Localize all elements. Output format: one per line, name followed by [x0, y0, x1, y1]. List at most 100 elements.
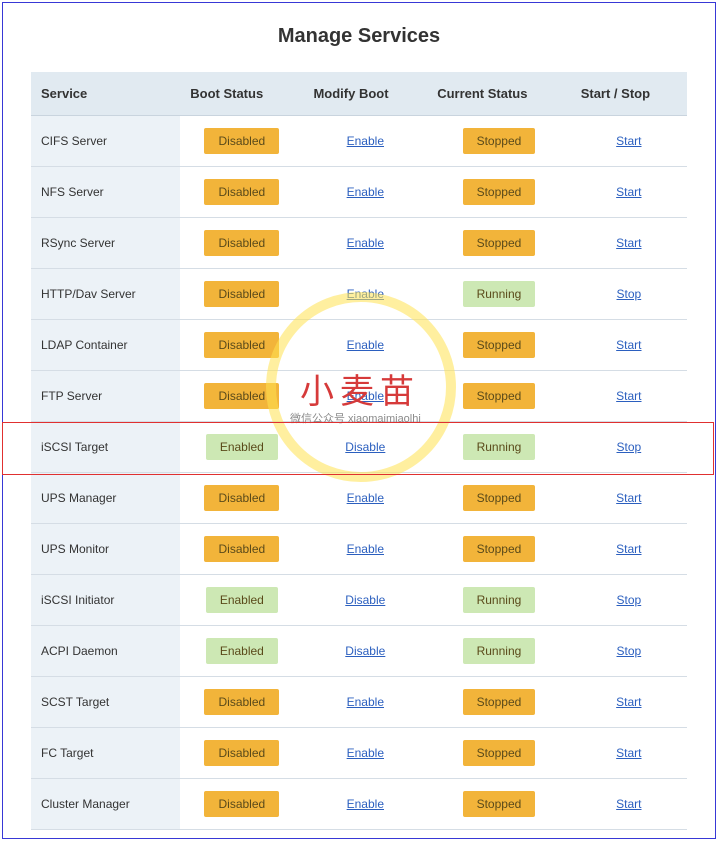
col-start-stop: Start / Stop: [571, 72, 687, 116]
current-status-badge: Running: [463, 638, 536, 664]
boot-status-badge: Disabled: [204, 740, 279, 766]
modify-boot-cell: Enable: [303, 320, 427, 371]
boot-status-cell: Disabled: [180, 320, 303, 371]
boot-status-cell: Disabled: [180, 473, 303, 524]
table-row: LDAP Container Disabled Enable Stopped Start: [31, 320, 687, 371]
current-status-badge: Stopped: [463, 383, 536, 409]
table-row: FC TargetDisabledEnableStoppedStart: [31, 728, 687, 779]
start-stop-cell: Start: [571, 371, 687, 422]
modify-boot-link[interactable]: Enable: [347, 185, 384, 199]
modify-boot-link[interactable]: Enable: [347, 287, 384, 301]
current-status-badge: Stopped: [463, 689, 536, 715]
boot-status-cell: Disabled: [180, 167, 303, 218]
modify-boot-link[interactable]: Enable: [347, 797, 384, 811]
service-name: UPS Monitor: [31, 524, 180, 575]
start-stop-link[interactable]: Start: [616, 746, 641, 760]
modify-boot-cell: Enable: [303, 524, 427, 575]
boot-status-badge: Disabled: [204, 485, 279, 511]
modify-boot-link[interactable]: Enable: [347, 491, 384, 505]
boot-status-cell: Enabled: [180, 626, 303, 677]
current-status-cell: Running: [427, 626, 571, 677]
table-row: iSCSI TargetEnabled Disable Running Stop: [31, 422, 687, 473]
table-row: FTP ServerDisabledEnableStoppedStart: [31, 371, 687, 422]
boot-status-cell: Disabled: [180, 524, 303, 575]
start-stop-link[interactable]: Stop: [617, 644, 642, 658]
current-status-cell: Stopped: [427, 116, 571, 167]
start-stop-cell: Start: [571, 473, 687, 524]
start-stop-cell: Start: [571, 320, 687, 371]
modify-boot-cell: Enable: [303, 728, 427, 779]
modify-boot-cell: Enable: [303, 371, 427, 422]
current-status-cell: Stopped: [427, 779, 571, 830]
boot-status-cell: Disabled: [180, 218, 303, 269]
col-boot-status: Boot Status: [180, 72, 303, 116]
modify-boot-link[interactable]: Enable: [347, 389, 384, 403]
start-stop-link[interactable]: Start: [616, 542, 641, 556]
col-current-status: Current Status: [427, 72, 571, 116]
modify-boot-link[interactable]: Disable: [345, 440, 385, 454]
start-stop-cell: Start: [571, 779, 687, 830]
start-stop-link[interactable]: Start: [616, 236, 641, 250]
modify-boot-link[interactable]: Enable: [347, 134, 384, 148]
service-name: ACPI Daemon: [31, 626, 180, 677]
current-status-cell: Stopped: [427, 524, 571, 575]
current-status-badge: Stopped: [463, 230, 536, 256]
service-name: CIFS Server: [31, 116, 180, 167]
start-stop-link[interactable]: Start: [616, 134, 641, 148]
start-stop-link[interactable]: Start: [616, 389, 641, 403]
current-status-badge: Running: [463, 434, 536, 460]
service-name: iSCSI Target: [31, 422, 180, 473]
start-stop-link[interactable]: Start: [616, 695, 641, 709]
start-stop-link[interactable]: Start: [616, 491, 641, 505]
service-name: NFS Server: [31, 167, 180, 218]
boot-status-badge: Disabled: [204, 332, 279, 358]
start-stop-link[interactable]: Start: [616, 797, 641, 811]
boot-status-badge: Enabled: [206, 587, 278, 613]
table-row: SCST TargetDisabled Enable Stopped Start: [31, 677, 687, 728]
service-name: LDAP Container: [31, 320, 180, 371]
service-name: iSCSI Initiator: [31, 575, 180, 626]
modify-boot-cell: Disable: [303, 575, 427, 626]
page-panel: Manage Services Service Boot Status Modi…: [2, 2, 716, 839]
service-name: SCST Target: [31, 677, 180, 728]
modify-boot-link[interactable]: Disable: [345, 593, 385, 607]
modify-boot-cell: Enable: [303, 779, 427, 830]
boot-status-badge: Disabled: [204, 230, 279, 256]
current-status-cell: Running: [427, 422, 571, 473]
boot-status-badge: Enabled: [206, 638, 278, 664]
page-title: Manage Services: [3, 25, 715, 48]
start-stop-link[interactable]: Stop: [617, 440, 642, 454]
start-stop-cell: Start: [571, 218, 687, 269]
table-row: HTTP/Dav ServerDisabledEnableRunningStop: [31, 269, 687, 320]
start-stop-link[interactable]: Stop: [617, 287, 642, 301]
table-row: NFS ServerDisabledEnableStoppedStart: [31, 167, 687, 218]
current-status-cell: Stopped: [427, 218, 571, 269]
modify-boot-link[interactable]: Enable: [347, 338, 384, 352]
start-stop-cell: Start: [571, 524, 687, 575]
services-table-container: Service Boot Status Modify Boot Current …: [3, 72, 715, 838]
boot-status-cell: Disabled: [180, 371, 303, 422]
boot-status-cell: Enabled: [180, 422, 303, 473]
current-status-badge: Stopped: [463, 332, 536, 358]
table-row: UPS MonitorDisabled Enable Stopped Start: [31, 524, 687, 575]
boot-status-cell: Disabled: [180, 116, 303, 167]
current-status-badge: Running: [463, 587, 536, 613]
modify-boot-cell: Enable: [303, 116, 427, 167]
current-status-cell: Running: [427, 269, 571, 320]
current-status-badge: Running: [463, 281, 536, 307]
modify-boot-link[interactable]: Enable: [347, 542, 384, 556]
modify-boot-cell: Enable: [303, 218, 427, 269]
start-stop-cell: Stop: [571, 422, 687, 473]
start-stop-cell: Stop: [571, 269, 687, 320]
current-status-badge: Stopped: [463, 485, 536, 511]
current-status-cell: Running: [427, 575, 571, 626]
boot-status-cell: Disabled: [180, 677, 303, 728]
start-stop-link[interactable]: Start: [616, 338, 641, 352]
modify-boot-link[interactable]: Enable: [347, 236, 384, 250]
start-stop-link[interactable]: Start: [616, 185, 641, 199]
services-table: Service Boot Status Modify Boot Current …: [31, 72, 687, 830]
modify-boot-link[interactable]: Enable: [347, 746, 384, 760]
start-stop-link[interactable]: Stop: [617, 593, 642, 607]
modify-boot-link[interactable]: Disable: [345, 644, 385, 658]
modify-boot-link[interactable]: Enable: [347, 695, 384, 709]
